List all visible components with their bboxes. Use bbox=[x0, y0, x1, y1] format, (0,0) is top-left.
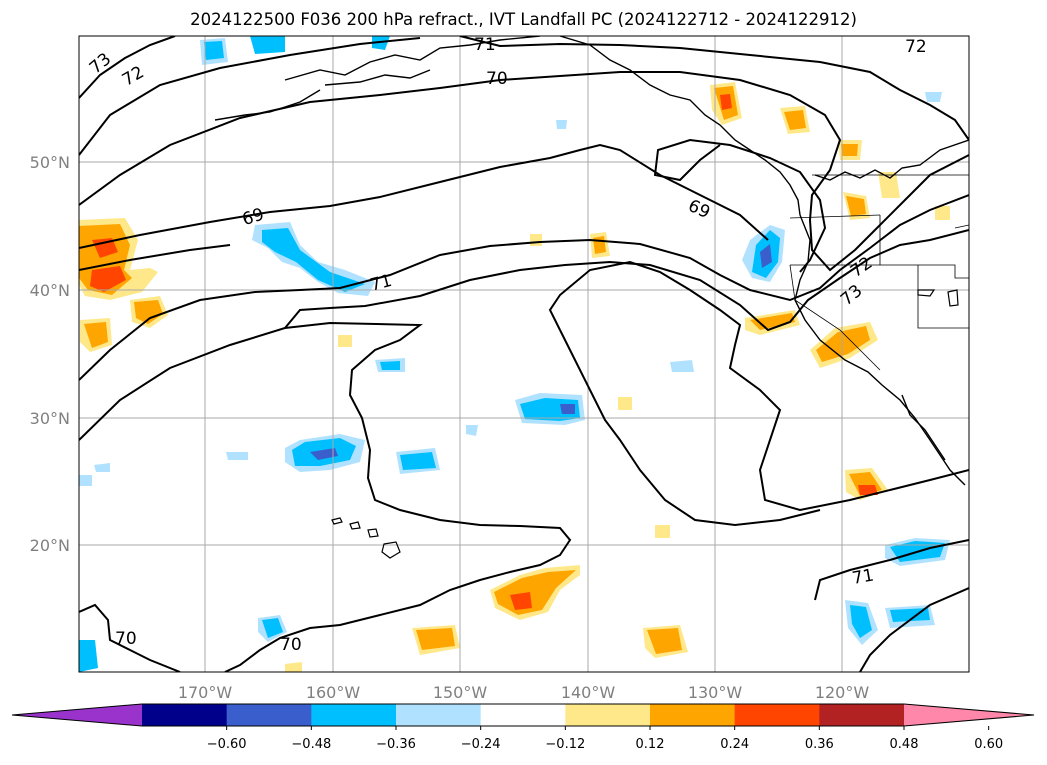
patch-negative bbox=[556, 120, 567, 129]
patch-positive bbox=[878, 172, 900, 198]
patch-negative bbox=[79, 475, 92, 486]
colorbar-tick-label: −0.48 bbox=[291, 737, 331, 752]
patch-positive bbox=[816, 326, 870, 362]
patch-negative bbox=[94, 463, 110, 472]
colorbar-tick-label: 0.12 bbox=[636, 737, 665, 752]
colorbar-segment bbox=[480, 704, 566, 726]
colorbar-tick-label: −0.60 bbox=[207, 737, 247, 752]
patch-positive bbox=[720, 94, 732, 110]
islands bbox=[331, 289, 959, 559]
colorbar-tick-label: −0.36 bbox=[376, 737, 416, 752]
state-borders bbox=[789, 174, 969, 371]
contour-label: 72 bbox=[905, 37, 927, 57]
patch-negative bbox=[400, 452, 436, 470]
patch-positive bbox=[935, 206, 950, 220]
colorbar-segment bbox=[650, 704, 736, 726]
colorbar-tick-label: 0.24 bbox=[720, 737, 749, 752]
map-title: 2024122500 F036 200 hPa refract., IVT La… bbox=[190, 10, 857, 29]
patch-positive bbox=[90, 266, 126, 292]
patch-positive bbox=[655, 525, 670, 538]
patch-positive bbox=[84, 322, 108, 348]
shaded-patches bbox=[79, 36, 950, 672]
lon-label: 160°W bbox=[306, 683, 361, 702]
graticule bbox=[79, 36, 969, 672]
patch-positive bbox=[338, 335, 352, 347]
contour-label: 71 bbox=[474, 35, 496, 55]
lon-label: 130°W bbox=[688, 683, 743, 702]
lat-label: 30°N bbox=[30, 409, 70, 428]
patch-negative bbox=[372, 36, 390, 50]
patch-negative bbox=[262, 618, 283, 638]
patch-positive bbox=[618, 397, 632, 410]
patch-positive bbox=[285, 662, 302, 672]
colorbar-segment bbox=[311, 704, 397, 726]
patch-negative bbox=[250, 36, 285, 54]
contour-label: 71 bbox=[851, 565, 876, 588]
patch-negative bbox=[670, 360, 694, 372]
colorbar-extend-low bbox=[12, 704, 142, 726]
colorbar-tick-label: 0.36 bbox=[805, 737, 834, 752]
patch-positive bbox=[134, 300, 163, 324]
colorbar-tick-label: −0.12 bbox=[545, 737, 585, 752]
lon-label: 120°W bbox=[815, 683, 870, 702]
lon-label: 170°W bbox=[178, 683, 233, 702]
colorbar-tick-label: 0.60 bbox=[974, 737, 1003, 752]
lat-label: 50°N bbox=[30, 153, 70, 172]
colorbar-tick-label: 0.48 bbox=[890, 737, 919, 752]
contour-label: 70 bbox=[486, 69, 508, 89]
patch-negative bbox=[226, 452, 248, 460]
patch-negative bbox=[925, 92, 942, 102]
latitude-labels: 50°N 40°N 30°N 20°N bbox=[30, 153, 70, 555]
colorbar-extend-high bbox=[904, 704, 1034, 726]
longitude-labels: 170°W 160°W 150°W 140°W 130°W 120°W bbox=[178, 683, 870, 702]
patch-positive bbox=[841, 144, 858, 156]
patch-negative bbox=[466, 425, 478, 436]
patch-positive bbox=[858, 485, 878, 495]
refractivity-contours bbox=[79, 36, 969, 672]
plot-frame bbox=[78, 35, 970, 673]
patch-negative bbox=[79, 640, 98, 672]
colorbar: −0.60 −0.48 −0.36 −0.24 −0.12 0.12 0.24 0.36 0.4… bbox=[11, 703, 1035, 752]
patch-negative bbox=[560, 404, 575, 414]
patch-negative bbox=[204, 41, 224, 60]
lon-label: 150°W bbox=[433, 683, 488, 702]
lat-label: 20°N bbox=[30, 536, 70, 555]
patch-negative bbox=[310, 448, 338, 460]
contour-label: 70 bbox=[280, 635, 302, 655]
lon-label: 140°W bbox=[561, 683, 616, 702]
colorbar-outline bbox=[11, 703, 1035, 727]
patch-negative bbox=[850, 605, 872, 638]
patch-positive bbox=[846, 196, 866, 216]
patch-positive bbox=[593, 236, 606, 254]
lat-label: 40°N bbox=[30, 281, 70, 300]
patch-positive bbox=[750, 313, 795, 330]
colorbar-segment bbox=[819, 704, 905, 726]
colorbar-segment bbox=[226, 704, 312, 726]
patch-positive bbox=[510, 592, 532, 610]
colorbar-segment bbox=[142, 704, 228, 726]
patch-positive bbox=[530, 234, 542, 246]
colorbar-tick-label: −0.24 bbox=[461, 737, 501, 752]
patch-negative bbox=[760, 244, 772, 268]
contour-label: 70 bbox=[115, 629, 137, 649]
patch-positive bbox=[647, 628, 682, 654]
colorbar-segment bbox=[565, 704, 651, 726]
colorbar-segment bbox=[734, 704, 820, 726]
patch-positive bbox=[416, 628, 455, 650]
patch-positive bbox=[784, 110, 806, 130]
patch-negative bbox=[520, 398, 580, 421]
patch-negative bbox=[262, 228, 365, 292]
patch-negative bbox=[380, 361, 400, 370]
colorbar-segment bbox=[396, 704, 482, 726]
